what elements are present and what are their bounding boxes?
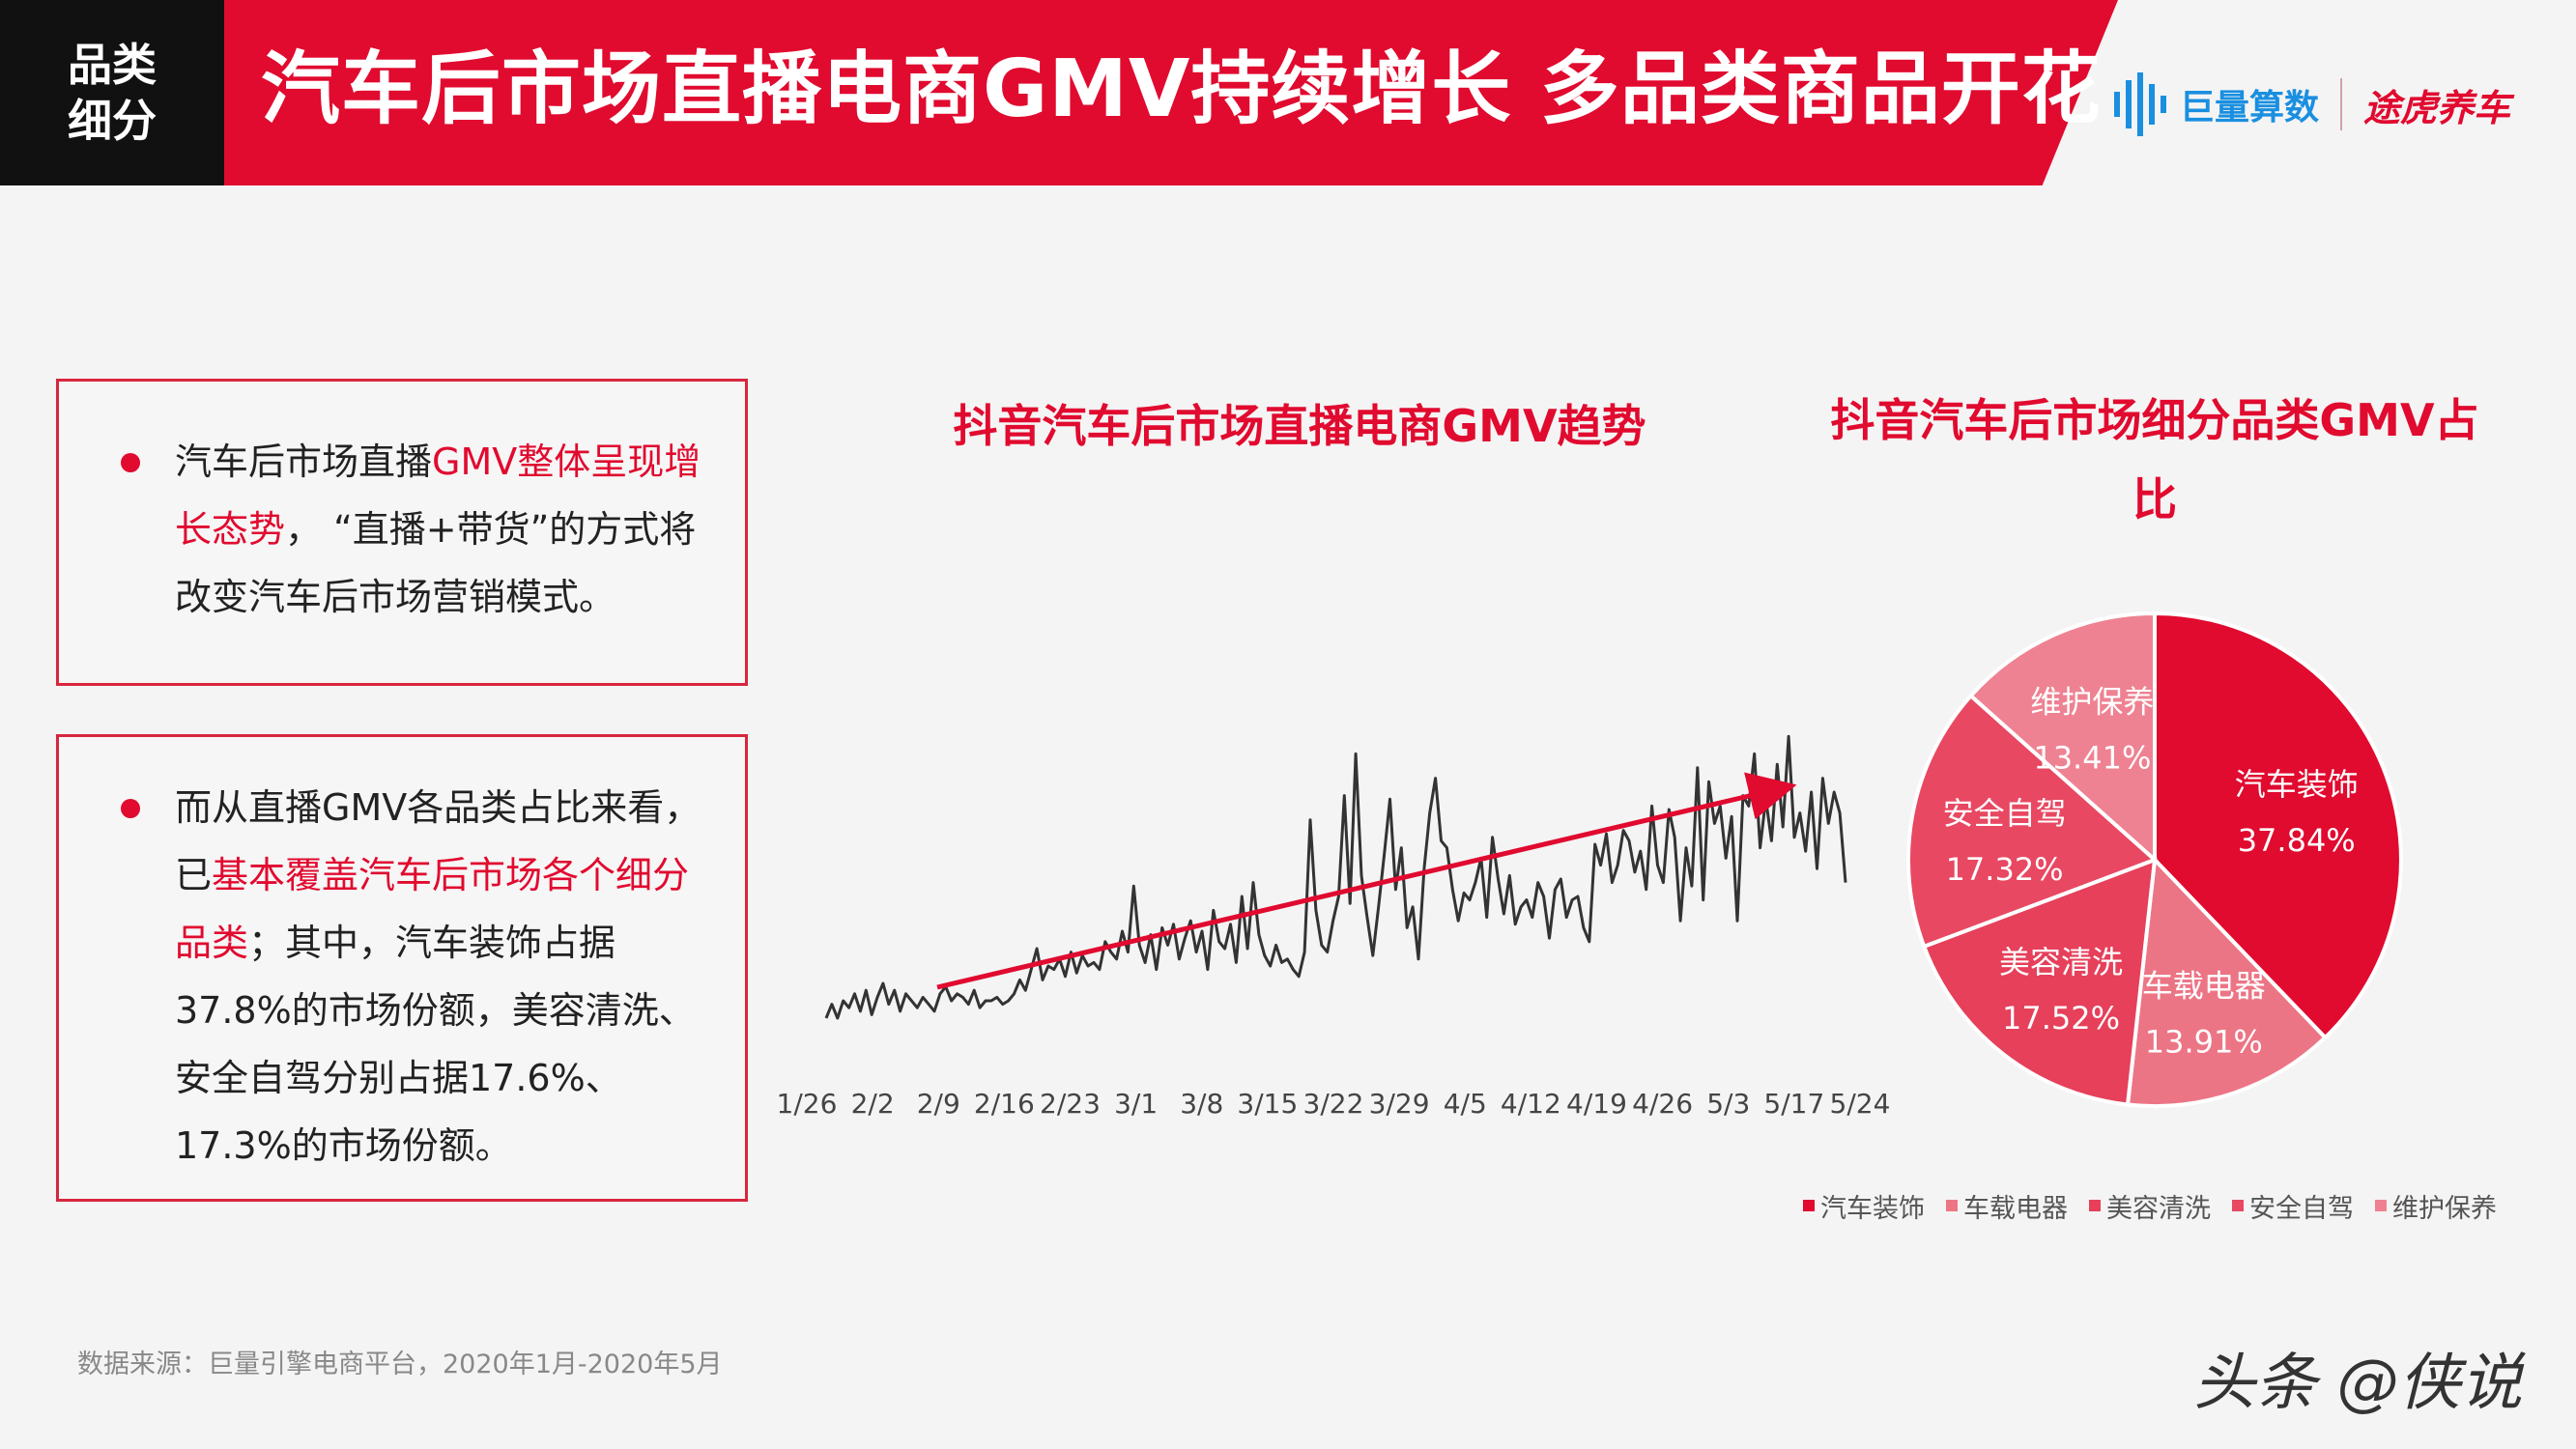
legend-swatch — [1946, 1200, 1958, 1211]
slice-label: 维护保养 — [2030, 684, 2154, 721]
logo-tuhu: 途虎养车 — [2363, 86, 2511, 129]
legend-swatch — [1803, 1200, 1815, 1211]
logo-area: 巨量算数 途虎养车 — [2110, 66, 2510, 143]
insight-box-2: 而从直播GMV各品类占比来看，已基本覆盖汽车后市场各个细分品类；其中，汽车装饰占… — [56, 734, 748, 1202]
legend-item: 美容清洗 — [2089, 1187, 2211, 1225]
x-tick-label: 3/29 — [1369, 1088, 1430, 1120]
category-tag-line1: 品类 — [68, 39, 157, 91]
x-tick-label: 2/23 — [1040, 1088, 1101, 1120]
slice-label: 安全自驾 — [1943, 795, 2067, 832]
x-tick-label: 3/1 — [1114, 1088, 1158, 1120]
legend-item: 维护保养 — [2375, 1187, 2497, 1225]
slice-value: 13.91% — [2145, 1024, 2263, 1061]
legend-label: 维护保养 — [2392, 1193, 2497, 1224]
text-segment: 汽车后市场直播 — [175, 440, 433, 483]
x-tick-label: 4/12 — [1501, 1088, 1561, 1120]
legend-label: 美容清洗 — [2106, 1193, 2211, 1224]
x-tick-label: 4/26 — [1632, 1088, 1693, 1120]
gmv-trend-line-chart: 1/26 2/2 2/9 2/16 2/23 3/1 3/8 3/15 3/22 3/29 4/5 4… — [777, 734, 1891, 1120]
category-tag-line2: 细分 — [68, 95, 157, 147]
page-title: 汽车后市场直播电商GMV持续增长 多品类商品开花 — [261, 43, 2102, 135]
data-source: 数据来源：巨量引擎电商平台，2020年1月-2020年5月 — [77, 1350, 723, 1379]
category-tag: 品类 细分 — [0, 0, 224, 185]
x-tick-label: 5/17 — [1763, 1088, 1824, 1120]
slice-value: 17.32% — [1946, 851, 2064, 888]
gmv-series-line — [824, 734, 1847, 1020]
insight-text-2: 而从直播GMV各品类占比来看，已基本覆盖汽车后市场各个细分品类；其中，汽车装饰占… — [175, 774, 726, 1179]
legend-label: 车载电器 — [1963, 1193, 2068, 1224]
x-tick-label: 3/22 — [1303, 1088, 1364, 1120]
text-segment: ；其中，汽车装饰占据37.8%的市场份额，美容清洗、安全自驾分别占据17.6%、… — [175, 922, 696, 1167]
bullet-icon — [121, 799, 140, 818]
pie-slice — [1967, 611, 2157, 865]
x-tick-label: 4/5 — [1444, 1088, 1487, 1120]
x-tick-label: 3/8 — [1180, 1088, 1223, 1120]
x-tick-label: 3/15 — [1237, 1088, 1298, 1120]
x-tick-label: 5/3 — [1706, 1088, 1750, 1120]
pie-slice — [2153, 611, 2403, 1040]
legend-swatch — [2232, 1200, 2244, 1211]
text-segment: ， “直播+带货”的方式将改变汽车后市场营销模式。 — [175, 508, 697, 618]
x-tick-label: 2/16 — [974, 1088, 1035, 1120]
pie-slice — [2125, 855, 2329, 1109]
x-tick-label: 2/2 — [851, 1088, 895, 1120]
x-tick-label: 4/19 — [1566, 1088, 1627, 1120]
pie-legend: 汽车装饰 车载电器 美容清洗 安全自驾 维护保养 — [1803, 1184, 2537, 1227]
x-tick-label: 2/9 — [917, 1088, 960, 1120]
slice-value: 13.41% — [2033, 740, 2151, 777]
category-share-pie-chart: 汽车装饰 37.84% 车载电器 13.91% 美容清洗 17.52% 安全自驾 17.32%… — [1905, 611, 2403, 1109]
text-highlight: 基本覆盖汽车后市场各个细分品类 — [175, 854, 690, 964]
legend-item: 安全自驾 — [2232, 1187, 2354, 1225]
slice-value: 17.52% — [2002, 1000, 2120, 1037]
insight-box-1: 汽车后市场直播GMV整体呈现增长态势， “直播+带货”的方式将改变汽车后市场营销… — [56, 379, 748, 686]
legend-label: 汽车装饰 — [1820, 1193, 1925, 1224]
pie-chart-title: 抖音汽车后市场细分品类GMV占比 — [1830, 394, 2479, 526]
legend-item: 车载电器 — [1946, 1187, 2068, 1225]
slice-label: 汽车装饰 — [2235, 766, 2359, 803]
bar-logo-icon — [2114, 72, 2166, 136]
line-chart-title: 抖音汽车后市场直播电商GMV趋势 — [953, 400, 1646, 452]
logo-juliang: 巨量算数 — [2180, 88, 2320, 128]
bullet-icon — [121, 453, 140, 472]
trend-arrow — [936, 772, 1797, 990]
legend-swatch — [2089, 1200, 2101, 1211]
legend-label: 安全自驾 — [2249, 1193, 2354, 1224]
insight-text-1: 汽车后市场直播GMV整体呈现增长态势， “直播+带货”的方式将改变汽车后市场营销… — [175, 428, 726, 631]
logo-divider — [2340, 78, 2343, 130]
x-tick-label: 5/24 — [1830, 1088, 1891, 1120]
slice-label: 车载电器 — [2142, 968, 2266, 1005]
pie-slice — [1921, 856, 2158, 1107]
legend-item: 汽车装饰 — [1803, 1187, 1925, 1225]
header-banner — [224, 0, 2118, 185]
text-segment: 而从直播GMV各品类占比来看，已 — [175, 786, 701, 896]
slice-label: 美容清洗 — [1999, 944, 2123, 980]
pie-slice — [1905, 693, 2159, 950]
slice-value: 37.84% — [2238, 822, 2356, 859]
text-highlight: GMV整体呈现增长态势 — [175, 440, 701, 551]
watermark: 头条 @侠说 — [2193, 1348, 2523, 1419]
x-tick-label: 1/26 — [777, 1088, 838, 1120]
legend-swatch — [2375, 1200, 2387, 1211]
